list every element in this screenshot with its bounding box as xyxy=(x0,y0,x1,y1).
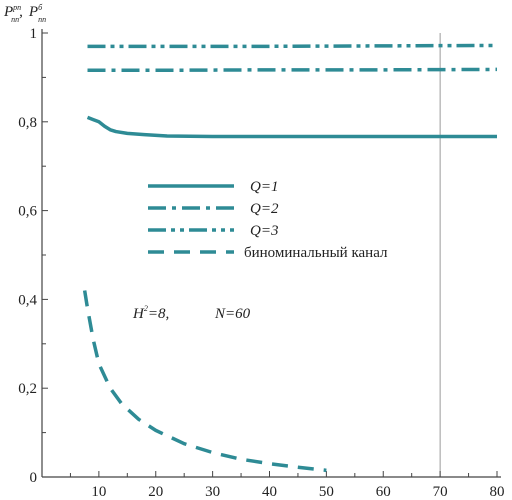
series-line-1 xyxy=(86,115,497,139)
y-tick-label: 0,6 xyxy=(18,204,37,220)
y-axis-label-a-sup: рп xyxy=(12,3,21,12)
axes-layer xyxy=(41,29,501,478)
x-tick-label: 30 xyxy=(205,484,220,500)
annotation-h-sup: 2 xyxy=(144,304,148,313)
y-axis-label-a-sub: пп xyxy=(11,15,19,24)
series-line-4 xyxy=(82,290,327,473)
annotation-h: H2=8, xyxy=(132,304,169,322)
x-tick-label: 20 xyxy=(148,484,163,500)
y-tick-label: 1 xyxy=(30,26,38,42)
annotation-h-main: H xyxy=(132,306,145,322)
legend-label-2: Q=2 xyxy=(250,201,279,217)
legend: Q=1 Q=2 Q=3 биноминальный канал xyxy=(148,179,388,261)
y-axis-label-b-sup: б xyxy=(38,3,43,12)
annotation-h-rest: =8, xyxy=(148,306,169,322)
y-axis-label-b-sub: пп xyxy=(38,15,46,24)
annotation-n: N=60 xyxy=(214,306,251,322)
legend-label-4: биноминальный канал xyxy=(244,245,388,261)
x-tick-label: 40 xyxy=(262,484,277,500)
x-tick-label: 50 xyxy=(319,484,334,500)
y-axis-label-a: P xyxy=(3,4,13,20)
y-tick-label: 0 xyxy=(30,470,38,486)
y-axis-label: Pрп пп, Pб пп xyxy=(3,3,46,24)
legend-label-1: Q=1 xyxy=(250,179,278,195)
series-layer xyxy=(82,43,498,473)
y-tick-label: 0,4 xyxy=(18,292,37,308)
y-axis-label-b: P xyxy=(28,4,38,20)
x-tick-label: 80 xyxy=(490,484,505,500)
series-line-2 xyxy=(87,67,498,73)
x-tick-label: 60 xyxy=(376,484,391,500)
legend-label-3: Q=3 xyxy=(250,223,278,239)
x-tick-label: 70 xyxy=(433,484,448,500)
y-tick-label: 0,2 xyxy=(18,381,37,397)
x-tick-label: 10 xyxy=(91,484,106,500)
y-tick-label: 0,8 xyxy=(18,115,37,131)
tick-layer: 0 0,2 0,4 0,6 0,8 1 10 20 30 40 50 60 70 80 xyxy=(18,26,504,500)
y-axis-label-sep: , xyxy=(19,4,23,20)
series-line-3 xyxy=(87,43,498,49)
